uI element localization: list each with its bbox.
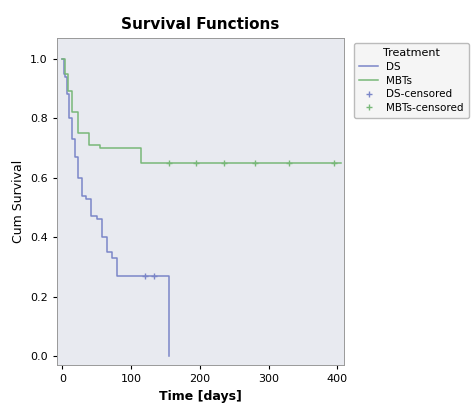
- Legend: DS, MBTs, DS-censored, MBTs-censored: DS, MBTs, DS-censored, MBTs-censored: [354, 43, 469, 118]
- Y-axis label: Cum Survival: Cum Survival: [11, 160, 25, 243]
- X-axis label: Time [days]: Time [days]: [159, 390, 242, 403]
- Title: Survival Functions: Survival Functions: [121, 18, 280, 32]
